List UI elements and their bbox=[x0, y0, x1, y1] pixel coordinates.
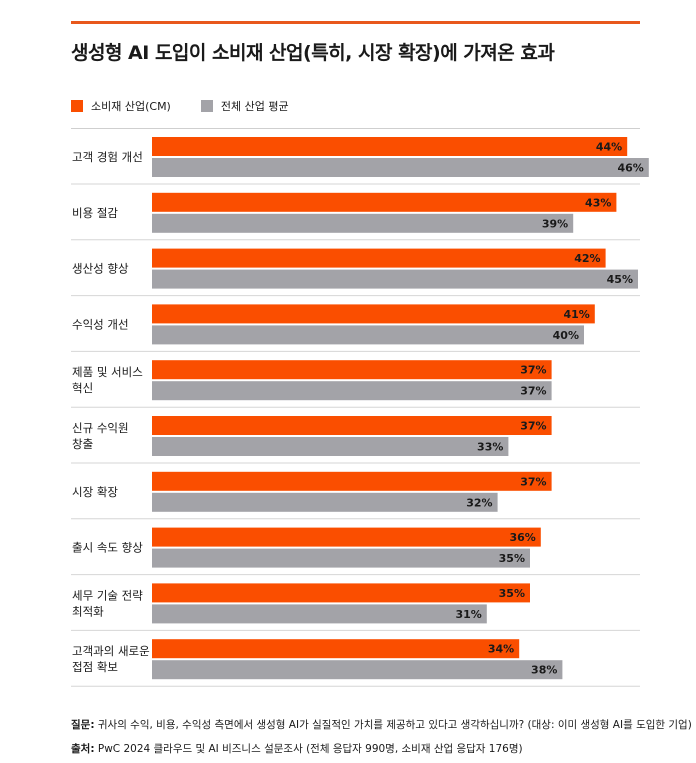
bar-cm bbox=[152, 360, 552, 380]
data-label-cm: 41% bbox=[563, 308, 589, 321]
data-label-cm: 37% bbox=[520, 364, 546, 377]
data-label-cm: 34% bbox=[488, 643, 514, 656]
bar-all bbox=[152, 381, 552, 401]
category-label: 세무 기술 전략 bbox=[72, 588, 143, 602]
data-label-all: 40% bbox=[553, 329, 579, 342]
footer-question: 질문: 귀사의 수익, 비용, 수익성 측면에서 생성형 AI가 실질적인 가치… bbox=[71, 717, 692, 732]
data-label-cm: 43% bbox=[585, 196, 611, 209]
category-label: 제품 및 서비스 bbox=[72, 365, 143, 379]
category-label: 고객과의 새로운 bbox=[72, 644, 150, 658]
bar-all bbox=[152, 548, 530, 568]
category-label: 접점 확보 bbox=[72, 660, 118, 674]
category-label: 최적화 bbox=[72, 604, 104, 618]
bar-all bbox=[152, 213, 574, 233]
bar-all bbox=[152, 660, 563, 680]
legend-swatch-cm bbox=[71, 100, 83, 112]
category-label: 수익성 개선 bbox=[72, 317, 129, 331]
data-label-all: 37% bbox=[520, 385, 546, 398]
data-label-all: 38% bbox=[531, 664, 557, 677]
bar-all bbox=[152, 492, 498, 512]
data-label-cm: 37% bbox=[520, 475, 546, 488]
bar-all bbox=[152, 325, 584, 345]
data-label-all: 45% bbox=[607, 273, 633, 286]
category-label: 출시 속도 향상 bbox=[72, 541, 143, 555]
category-label: 생산성 향상 bbox=[72, 262, 129, 276]
legend-item-all: 전체 산업 평균 bbox=[200, 98, 289, 114]
data-label-cm: 37% bbox=[520, 420, 546, 433]
bar-cm bbox=[152, 137, 628, 156]
source-text: PwC 2024 클라우드 및 AI 비즈니스 설문조사 (전체 응답자 990… bbox=[94, 743, 523, 755]
bar-cm bbox=[152, 248, 606, 268]
chart-title: 생성형 AI 도입이 소비재 산업(특히, 시장 확장)에 가져온 효과 bbox=[71, 42, 555, 64]
data-label-all: 35% bbox=[499, 552, 525, 565]
legend: 소비재 산업(CM) 전체 산업 평균 bbox=[71, 98, 319, 114]
bar-all bbox=[152, 437, 509, 456]
legend-label-all: 전체 산업 평균 bbox=[220, 100, 289, 113]
question-label: 질문: bbox=[71, 719, 95, 731]
source-label: 출처: bbox=[71, 743, 95, 755]
data-label-cm: 42% bbox=[574, 252, 600, 265]
data-label-all: 33% bbox=[477, 441, 503, 454]
footer-source: 출처: PwC 2024 클라우드 및 AI 비즈니스 설문조사 (전체 응답자… bbox=[71, 741, 523, 756]
top-accent-rule bbox=[71, 21, 640, 24]
category-label: 고객 경험 개선 bbox=[72, 150, 143, 164]
data-label-cm: 36% bbox=[509, 531, 535, 544]
data-label-all: 32% bbox=[466, 496, 492, 509]
bar-cm bbox=[152, 304, 595, 324]
category-label: 혁신 bbox=[72, 381, 93, 395]
bar-cm bbox=[152, 583, 530, 603]
data-label-all: 46% bbox=[617, 162, 643, 175]
data-label-all: 39% bbox=[542, 217, 568, 230]
bar-cm bbox=[152, 639, 520, 659]
category-label: 창출 bbox=[72, 437, 93, 451]
bar-cm bbox=[152, 192, 617, 212]
bar-cm bbox=[152, 471, 552, 491]
data-label-cm: 35% bbox=[499, 587, 525, 600]
legend-divider bbox=[71, 128, 640, 129]
bar-all bbox=[152, 269, 638, 289]
question-text: 귀사의 수익, 비용, 수익성 측면에서 생성형 AI가 실질적인 가치를 제공… bbox=[94, 719, 692, 731]
data-label-all: 31% bbox=[455, 608, 481, 621]
bar-cm bbox=[152, 416, 552, 435]
legend-swatch-all bbox=[200, 100, 213, 112]
category-label: 비용 절감 bbox=[72, 206, 118, 220]
bar-all bbox=[152, 158, 649, 177]
bar-cm bbox=[152, 527, 541, 547]
legend-item-cm: 소비재 산업(CM) bbox=[71, 98, 171, 114]
legend-label-cm: 소비재 산업(CM) bbox=[91, 100, 171, 113]
category-label: 시장 확장 bbox=[72, 485, 118, 499]
bar-all bbox=[152, 604, 487, 624]
data-label-cm: 44% bbox=[596, 141, 622, 154]
bar-chart: 고객 경험 개선 44% 46% 비용 절감 43% 39% 생산성 향상 42% 45% 수익성… bbox=[71, 137, 649, 687]
category-label: 신규 수익원 bbox=[72, 421, 129, 435]
